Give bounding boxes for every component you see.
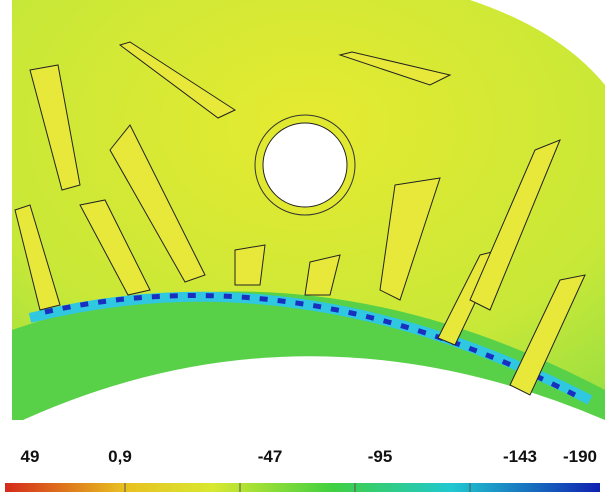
colorbar-label: 0,9 <box>108 447 132 466</box>
colorbar-label: -47 <box>258 447 283 466</box>
colorbar-label: -143 <box>503 447 537 466</box>
colorbar-gradient <box>5 483 600 492</box>
colorbar-label: 49 <box>21 447 40 466</box>
colorbar-label: -95 <box>368 447 393 466</box>
colorbar-label: -190 <box>563 447 597 466</box>
field-plot <box>12 0 605 494</box>
colorbar: 49 0,9 -47 -95 -143 -190 <box>5 447 600 492</box>
